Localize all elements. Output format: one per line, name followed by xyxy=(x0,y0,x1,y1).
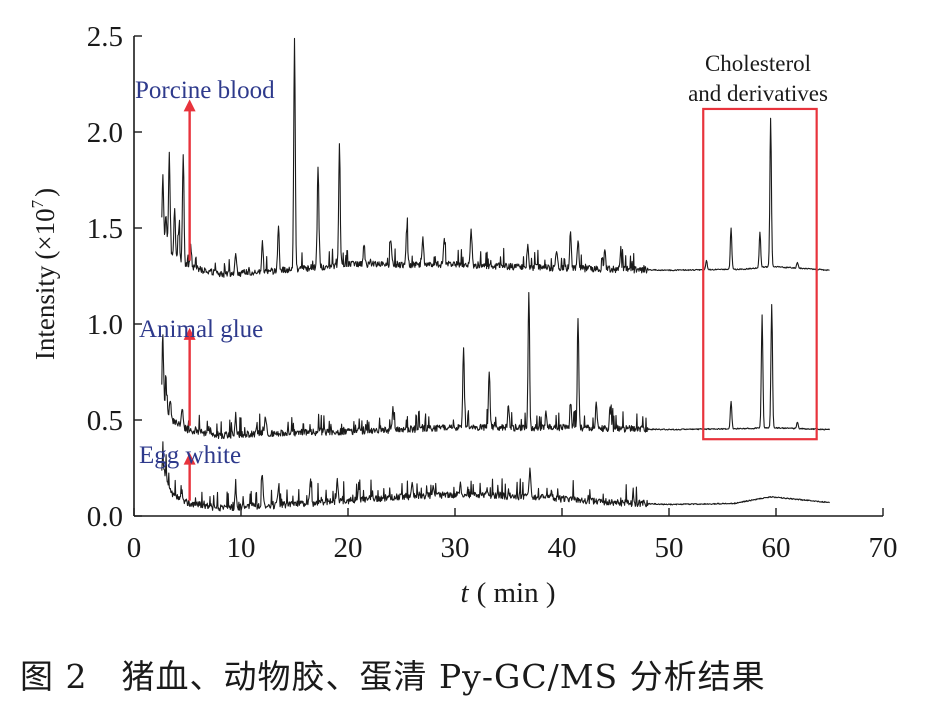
x-axis-label-variable: t xyxy=(461,577,470,609)
y-tick-label: 2.0 xyxy=(87,117,123,149)
tick-labels: 0 10 20 30 40 50 60 70 0.0 0.5 1.0 1.5 2.0 2.5 xyxy=(87,21,898,564)
x-tick-label: 10 xyxy=(227,532,256,564)
x-tick-label: 0 xyxy=(127,532,142,564)
x-axis-label-unit: ( min ) xyxy=(477,577,556,609)
x-tick-label: 70 xyxy=(869,532,898,564)
y-axis-label: Intensity (×107) xyxy=(28,188,60,360)
trace-animal-glue xyxy=(161,291,830,440)
x-tick-label: 50 xyxy=(655,532,684,564)
x-tick-label: 60 xyxy=(762,532,791,564)
y-axis-label-main: Intensity xyxy=(30,265,60,360)
trace-porcine-blood xyxy=(161,37,830,278)
axes xyxy=(133,35,884,517)
arrow-head xyxy=(183,327,196,340)
arrow-head xyxy=(183,99,196,112)
y-axis-label-exponent: 7 xyxy=(28,199,47,208)
arrow-head xyxy=(183,452,196,465)
y-tick-label: 2.5 xyxy=(87,21,123,53)
annotation-cholesterol: Cholesterol xyxy=(705,51,811,76)
annotation-and-derivatives: and derivatives xyxy=(688,81,828,106)
x-axis-label: t( min ) xyxy=(461,577,556,609)
trace-egg-white xyxy=(161,441,830,512)
x-tick-label: 20 xyxy=(334,532,363,564)
x-tick-label: 40 xyxy=(548,532,577,564)
figure-caption: 图 2 猪血、动物胶、蛋清 Py-GC/MS 分析结果 xyxy=(20,657,766,696)
cholesterol-highlight-box xyxy=(702,107,818,441)
chromatogram-traces xyxy=(161,37,830,512)
x-tick-label: 30 xyxy=(441,532,470,564)
y-tick-label: 0.5 xyxy=(87,405,123,437)
y-tick-label: 1.5 xyxy=(87,213,123,245)
series-label: Porcine blood xyxy=(135,77,275,104)
annotation-arrows xyxy=(183,99,196,501)
y-axis-label-unit: (×10 xyxy=(30,208,60,259)
y-axis-label-close: ) xyxy=(30,188,60,197)
series-label: Egg white xyxy=(139,442,241,469)
y-tick-label: 0.0 xyxy=(87,501,123,533)
series-labels: Porcine blood Animal glue Egg white xyxy=(135,77,275,469)
y-tick-label: 1.0 xyxy=(87,309,123,341)
series-label: Animal glue xyxy=(139,316,263,343)
